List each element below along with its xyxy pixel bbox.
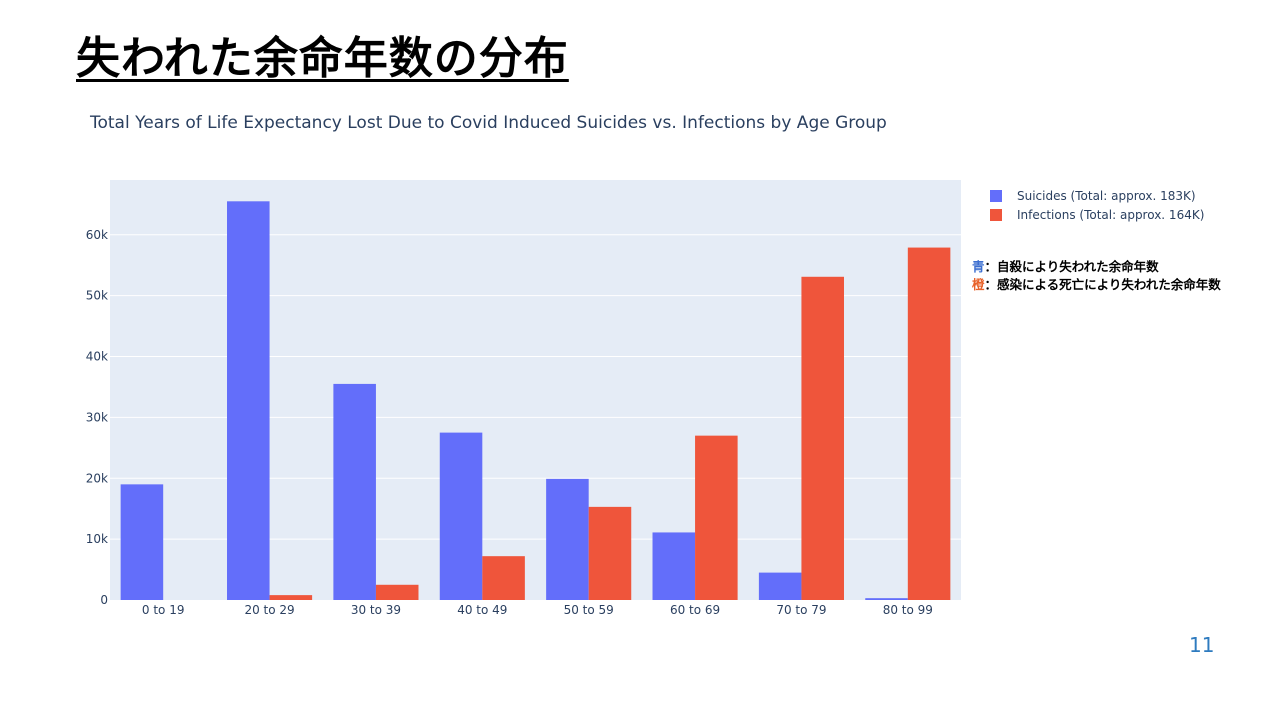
note-text-blue: ：自殺により失われた余命年数 [984,259,1159,274]
page-number: 11 [1189,633,1215,657]
bar-suicides [333,383,376,600]
bar-infections [695,435,738,600]
x-tick-label: 50 to 59 [564,603,614,617]
note-line-blue: 青：自殺により失われた余命年数 [972,258,1221,276]
color-key-note: 青：自殺により失われた余命年数 橙：感染による死亡により失われた余命年数 [972,258,1221,294]
bar-infections [907,247,951,600]
y-tick-label: 30k [86,410,108,424]
bar-suicides [439,432,483,600]
slide-title: 失われた余命年数の分布 [76,33,569,84]
y-tick-label: 20k [86,471,108,485]
bar-suicides [758,572,802,600]
legend-item-suicides[interactable]: Suicides (Total: approx. 183K) [990,186,1204,205]
legend-swatch-infections [990,208,1002,221]
bar-suicides [120,484,164,600]
bar-infections [801,276,844,600]
chart-title: Total Years of Life Expectancy Lost Due … [90,113,887,133]
legend-swatch-suicides [990,189,1002,202]
legend-label-infections: Infections (Total: approx. 164K) [1017,207,1205,222]
y-tick-label: 0 [100,593,108,607]
x-tick-label: 60 to 69 [670,603,720,617]
bar-suicides [227,201,270,600]
legend-label-suicides: Suicides (Total: approx. 183K) [1017,188,1196,203]
bar-infections [588,506,632,600]
bar-suicides [652,532,696,600]
chart-legend[interactable]: Suicides (Total: approx. 183K) Infection… [990,186,1204,224]
y-tick-label: 60k [86,228,108,242]
x-tick-label: 0 to 19 [142,603,185,617]
bar-suicides [546,478,589,600]
bar-infections [375,584,419,600]
legend-item-infections[interactable]: Infections (Total: approx. 164K) [990,205,1204,224]
y-tick-label: 10k [86,532,108,546]
x-tick-label: 70 to 79 [776,603,826,617]
y-tick-label: 40k [86,350,108,364]
x-tick-label: 40 to 49 [457,603,507,617]
x-tick-label: 80 to 99 [883,603,933,617]
note-line-orange: 橙：感染による死亡により失われた余命年数 [972,276,1221,294]
bar-infections [482,556,525,600]
x-tick-label: 30 to 39 [351,603,401,617]
y-tick-label: 50k [86,289,108,303]
note-text-orange: ：感染による死亡により失われた余命年数 [984,277,1221,292]
note-key-orange: 橙 [972,277,985,292]
bar-suicides [865,598,908,600]
note-key-blue: 青 [972,259,985,274]
bar-infections [269,595,313,600]
x-tick-label: 20 to 29 [244,603,294,617]
